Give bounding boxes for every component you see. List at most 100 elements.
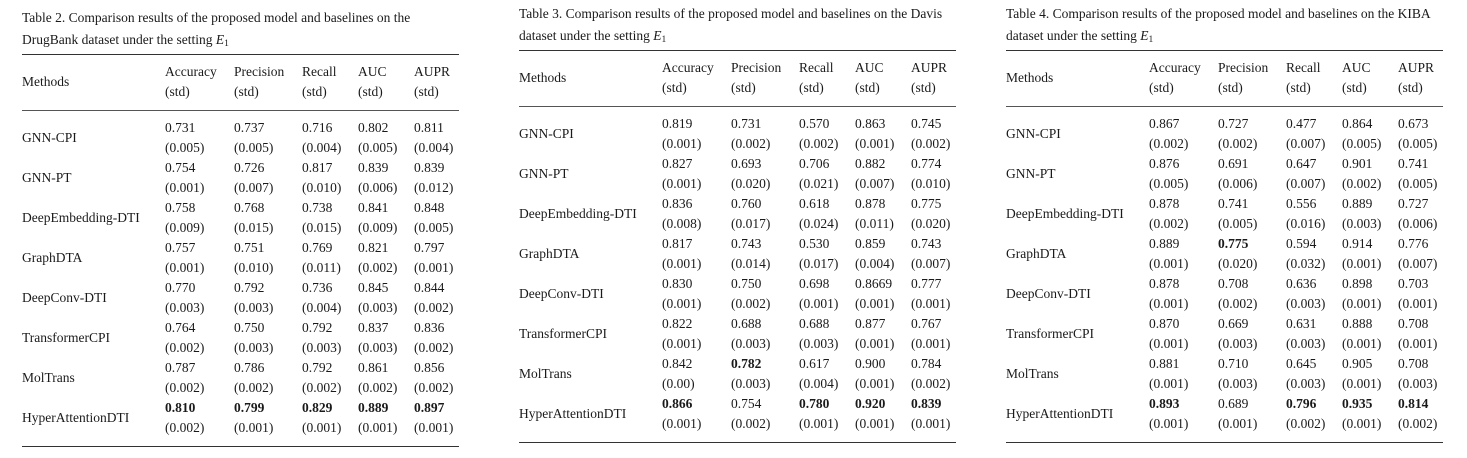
metric-std: (0.001)	[1398, 336, 1438, 351]
metric-value: 0.836	[414, 320, 445, 335]
metric-std: (0.001)	[662, 416, 702, 431]
metric-value: 0.878	[1149, 196, 1180, 211]
table-row: DeepConv-DTI 0.830 0.750 0.698 0.8669 0.777 (0…	[519, 274, 956, 314]
metric-std: (0.008)	[662, 216, 702, 231]
metric-value: 0.830	[662, 276, 693, 291]
metric-value: 0.754	[731, 396, 762, 411]
metric-value: 0.889	[1342, 196, 1373, 211]
table-row: MolTrans 0.787 0.786 0.792 0.861 0.856 (0.002)…	[22, 358, 459, 398]
header-std: (std)	[855, 80, 880, 95]
table-drugbank: Table 2. Comparison results of the propo…	[22, 7, 459, 447]
metric-value: 0.758	[165, 200, 196, 215]
method-name: GNN-CPI	[1006, 126, 1061, 141]
metric-value: 0.530	[799, 236, 830, 251]
header-precision: Precision	[731, 60, 782, 75]
method-name: HyperAttentionDTI	[519, 406, 627, 421]
table-row: MolTrans 0.881 0.710 0.645 0.905 0.708 (0.001)…	[1006, 354, 1443, 394]
metric-std: (0.007)	[1398, 256, 1438, 271]
metric-std: (0.009)	[165, 220, 205, 235]
header-auc: AUC	[855, 60, 884, 75]
metric-std: (0.001)	[414, 260, 454, 275]
metric-std: (0.003)	[731, 376, 771, 391]
method-name: DeepConv-DTI	[1006, 286, 1091, 301]
table-kiba: Table 4. Comparison results of the propo…	[1006, 3, 1443, 443]
metric-std: (0.003)	[1218, 376, 1258, 391]
header-recall: Recall	[302, 64, 337, 79]
metric-std: (0.002)	[1218, 296, 1258, 311]
metric-value: 0.708	[1398, 316, 1429, 331]
table-body: GNN-CPI 0.731 0.737 0.716 0.802 0.811 (0.005) (…	[22, 111, 459, 447]
metric-std: (0.017)	[799, 256, 839, 271]
table-row: GNN-PT 0.876 0.691 0.647 0.901 0.741 (0.005) (0…	[1006, 154, 1443, 194]
metric-std: (0.001)	[165, 180, 205, 195]
metric-std: (0.003)	[1398, 376, 1438, 391]
metric-std: (0.012)	[414, 180, 454, 195]
metric-std: (0.002)	[731, 136, 771, 151]
metric-std: (0.007)	[1286, 136, 1326, 151]
metric-value: 0.698	[799, 276, 830, 291]
metric-std: (0.003)	[358, 340, 398, 355]
metric-std: (0.005)	[1218, 216, 1258, 231]
caption-text: Table 4. Comparison results of the propo…	[1006, 6, 1430, 43]
table-row: TransformerCPI 0.764 0.750 0.792 0.837 0.836 (…	[22, 318, 459, 358]
metric-std: (0.001)	[662, 136, 702, 151]
method-name: GNN-PT	[22, 170, 72, 185]
metric-value: 0.768	[234, 200, 265, 215]
method-name: DeepConv-DTI	[519, 286, 604, 301]
table-row: MolTrans 0.842 0.782 0.617 0.900 0.784 (0.00) (…	[519, 354, 956, 394]
metric-value: 0.810	[165, 400, 196, 415]
metric-value: 0.754	[165, 160, 196, 175]
metric-value: 0.750	[234, 320, 265, 335]
metric-std: (0.001)	[234, 420, 274, 435]
metric-value: 0.839	[358, 160, 389, 175]
metric-std: (0.001)	[855, 416, 895, 431]
metric-value: 0.836	[662, 196, 693, 211]
metric-value: 0.856	[414, 360, 445, 375]
metric-std: (0.001)	[855, 376, 895, 391]
metric-value: 0.792	[302, 320, 333, 335]
table-row: DeepConv-DTI 0.878 0.708 0.636 0.898 0.703 (0.…	[1006, 274, 1443, 314]
method-name: DeepConv-DTI	[22, 290, 107, 305]
metric-value: 0.708	[1218, 276, 1249, 291]
metric-value: 0.570	[799, 116, 830, 131]
metric-std: (0.001)	[1149, 416, 1189, 431]
metric-std: (0.002)	[302, 380, 342, 395]
method-name: MolTrans	[1006, 366, 1059, 381]
metric-std: (0.001)	[799, 296, 839, 311]
metric-value: 0.775	[1218, 236, 1249, 251]
metric-value: 0.750	[731, 276, 762, 291]
metric-value: 0.889	[1149, 236, 1180, 251]
header-std: (std)	[302, 84, 327, 99]
metric-value: 0.799	[234, 400, 265, 415]
metric-std: (0.001)	[799, 416, 839, 431]
metric-value: 0.726	[234, 160, 265, 175]
metric-std: (0.001)	[1149, 336, 1189, 351]
metric-value: 0.731	[731, 116, 762, 131]
method-name: DeepEmbedding-DTI	[22, 210, 140, 225]
metric-value: 0.878	[855, 196, 886, 211]
metric-value: 0.877	[855, 316, 886, 331]
metric-value: 0.708	[1398, 356, 1429, 371]
header-precision: Precision	[1218, 60, 1269, 75]
metric-value: 0.8669	[855, 276, 893, 291]
metric-std: (0.001)	[662, 176, 702, 191]
table-row: GNN-CPI 0.731 0.737 0.716 0.802 0.811 (0.005) (…	[22, 118, 459, 158]
metric-std: (0.002)	[1218, 136, 1258, 151]
metric-value: 0.618	[799, 196, 830, 211]
metric-value: 0.817	[662, 236, 693, 251]
metric-std: (0.015)	[302, 220, 342, 235]
metric-value: 0.848	[414, 200, 445, 215]
header-recall: Recall	[1286, 60, 1321, 75]
header-std: (std)	[662, 80, 687, 95]
method-name: MolTrans	[519, 366, 572, 381]
method-name: HyperAttentionDTI	[22, 410, 130, 425]
header-aupr: AUPR	[1398, 60, 1435, 75]
metric-value: 0.636	[1286, 276, 1317, 291]
metric-std: (0.006)	[358, 180, 398, 195]
metric-value: 0.870	[1149, 316, 1180, 331]
metric-value: 0.716	[302, 120, 333, 135]
metric-value: 0.802	[358, 120, 389, 135]
metric-value: 0.784	[911, 356, 942, 371]
table-body: GNN-CPI 0.867 0.727 0.477 0.864 0.673 (0.002) (…	[1006, 107, 1443, 443]
header-methods: Methods	[1006, 70, 1054, 85]
